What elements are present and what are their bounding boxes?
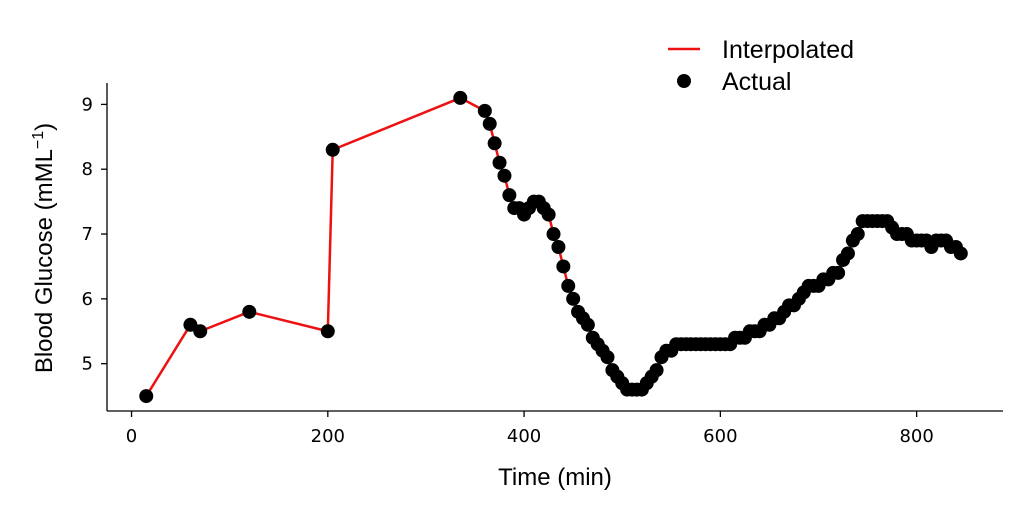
actual-point [502, 188, 517, 203]
actual-point [580, 317, 595, 332]
x-tick-label-800: 800 [899, 426, 933, 447]
interpolated-segment [331, 96, 462, 152]
actual-point [242, 304, 257, 319]
actual-point [139, 389, 154, 404]
y-axis-title-main: Blood Glucose (mML [31, 149, 58, 373]
x-tick-label-600: 600 [703, 426, 737, 447]
y-tick-label-5: 5 [82, 354, 93, 375]
legend-actual-swatch [677, 74, 691, 88]
legend-actual-label: Actual [722, 68, 791, 96]
y-axis-title: Blood Glucose (mML−1) [30, 123, 58, 373]
actual-point [482, 116, 497, 131]
x-tick-label-200: 200 [311, 426, 345, 447]
actual-point [193, 324, 208, 339]
x-ticks: 0 200 400 600 800 [126, 411, 934, 447]
interpolated-segment [198, 310, 251, 333]
y-axis-title-close: ) [31, 123, 58, 131]
actual-point [453, 90, 468, 105]
actual-point [850, 227, 865, 242]
x-tick-label-0: 0 [126, 426, 137, 447]
actual-point [487, 136, 502, 151]
interpolated-segment [248, 310, 330, 333]
actual-series [139, 90, 968, 404]
interpolated-segment [145, 323, 192, 398]
y-tick-label-7: 7 [82, 224, 93, 245]
actual-point [556, 259, 571, 274]
y-tick-label-6: 6 [82, 289, 93, 310]
actual-point [551, 240, 566, 254]
y-ticks: 5 6 7 8 9 [82, 94, 107, 375]
x-axis-title: Time (min) [498, 464, 612, 491]
y-tick-label-8: 8 [82, 159, 93, 180]
actual-point [546, 227, 561, 242]
legend: Interpolated Actual [668, 36, 854, 96]
actual-point [325, 142, 340, 157]
interpolated-segment [326, 148, 334, 333]
actual-point [561, 278, 576, 293]
actual-point [492, 155, 507, 170]
legend-interpolated-label: Interpolated [722, 36, 854, 64]
actual-point [953, 246, 968, 261]
axes [106, 83, 1003, 412]
actual-point [477, 103, 492, 118]
actual-point [649, 363, 664, 378]
actual-point [600, 350, 615, 365]
actual-point [541, 207, 556, 222]
actual-point [566, 291, 581, 306]
actual-point [840, 246, 855, 261]
y-axis-title-superscript: −1 [30, 131, 47, 149]
y-tick-label-9: 9 [82, 94, 93, 115]
actual-point [831, 265, 846, 280]
x-tick-label-400: 400 [507, 426, 541, 447]
actual-point [497, 168, 512, 183]
actual-point [320, 324, 335, 339]
